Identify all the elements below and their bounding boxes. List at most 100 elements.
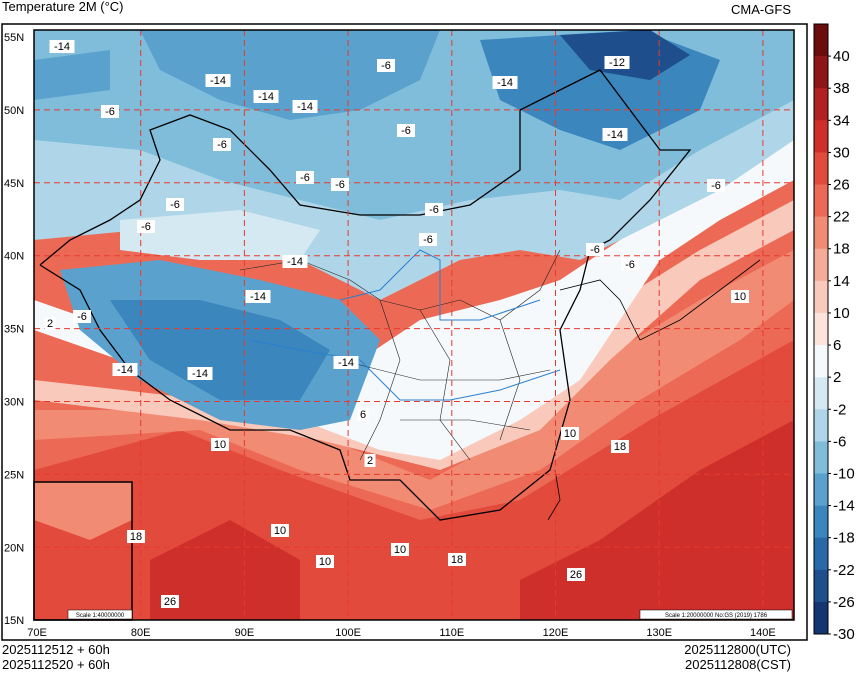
lon-label: 120E (543, 627, 569, 639)
colorbar-label: -2 (833, 401, 846, 418)
lon-label: 130E (646, 627, 672, 639)
lat-label: 55N (4, 32, 24, 44)
lon-label: 90E (235, 627, 255, 639)
lat-label: 25N (4, 469, 24, 481)
lon-label: 100E (335, 627, 361, 639)
svg-text:-6: -6 (381, 60, 391, 72)
svg-text:-14: -14 (287, 256, 303, 268)
latitude-labels: 55N 50N 45N 40N 35N 30N 25N 20N 15N (4, 32, 24, 627)
svg-text:10: 10 (214, 439, 226, 451)
valid-time-cst: 2025112808(CST) (685, 657, 791, 672)
contour-label: -14 (245, 290, 271, 303)
colorbar-label: 40 (833, 48, 850, 65)
contour-label: 2 (364, 454, 376, 467)
svg-text:10: 10 (564, 428, 576, 440)
longitude-labels: 70E 80E 90E 100E 110E 120E 130E 140E (27, 627, 776, 639)
svg-text:-14: -14 (607, 129, 623, 141)
contour-label: -14 (333, 356, 359, 369)
colorbar-label: 34 (833, 112, 850, 129)
lon-label: 110E (439, 627, 464, 639)
svg-text:-6: -6 (429, 204, 439, 216)
contour-label: -6 (101, 105, 119, 118)
svg-text:26: 26 (570, 569, 582, 581)
contour-labels: -14 -14 -14 -14 -6 -14 -12 -6 -6 -6 -14 -6 -6 -6 -6 -6 -… (44, 40, 749, 608)
contour-label: -6 (166, 198, 184, 211)
svg-text:6: 6 (360, 409, 366, 421)
svg-text:-14: -14 (192, 368, 208, 380)
inset-scale-box: Scale 1:40000000 (67, 609, 133, 620)
svg-text:18: 18 (451, 554, 463, 566)
colorbar-cell (814, 88, 828, 121)
colorbar-cell (814, 345, 828, 378)
svg-text:-6: -6 (141, 221, 151, 233)
contour-label: -14 (492, 76, 518, 89)
init-time-cst: 2025112520 + 60h (2, 657, 110, 672)
main-scale-text: Scale 1:20000000 No:GS (2019) 1786 (665, 613, 768, 619)
svg-text:-14: -14 (117, 364, 133, 376)
colorbar-label: 22 (833, 209, 850, 226)
contour-label: -14 (205, 74, 231, 87)
lat-label: 20N (4, 542, 24, 554)
contour-label: 10 (391, 543, 409, 556)
south-china-sea-inset (33, 481, 133, 621)
lat-label: 35N (4, 324, 24, 336)
contour-label: 26 (567, 568, 585, 581)
colorbar-label: 26 (833, 177, 850, 194)
svg-text:-6: -6 (711, 180, 721, 192)
outer-frame (1, 23, 808, 641)
colorbar-label: -26 (833, 594, 855, 611)
chart-title: Temperature 2M (°C) (2, 0, 124, 14)
rivers (249, 249, 561, 401)
contour-label: 10 (561, 427, 579, 440)
svg-text:10: 10 (274, 525, 286, 537)
svg-text:-6: -6 (217, 139, 227, 151)
contour-label: 18 (127, 530, 145, 543)
contour-label: -6 (296, 171, 314, 184)
contour-label: -6 (397, 124, 415, 137)
contour-label: 6 (357, 408, 369, 421)
svg-text:-6: -6 (423, 234, 433, 246)
graticule (34, 30, 794, 620)
lat-label: 50N (4, 105, 24, 117)
contour-label: -6 (586, 243, 604, 256)
colorbar-label: 38 (833, 80, 850, 97)
colorbar-cell (814, 280, 828, 314)
contour-label: 10 (211, 438, 229, 451)
colorbar-cell (814, 120, 828, 153)
svg-text:2: 2 (47, 318, 53, 330)
svg-text:-6: -6 (105, 106, 115, 118)
colorbar-label: 10 (833, 305, 850, 322)
lon-label: 70E (27, 627, 47, 639)
colorbar-cell (814, 377, 828, 410)
svg-text:-14: -14 (250, 291, 266, 303)
colorbar-frame (813, 23, 829, 635)
lon-label: 140E (750, 627, 776, 639)
svg-text:10: 10 (734, 291, 746, 303)
svg-text:26: 26 (164, 596, 176, 608)
svg-text:-14: -14 (297, 101, 313, 113)
colorbar-cell (814, 56, 828, 89)
contour-label: -6 (137, 220, 155, 233)
svg-text:-6: -6 (77, 311, 87, 323)
lat-label: 30N (4, 397, 24, 409)
svg-text:10: 10 (319, 556, 331, 568)
colorbar-label: -10 (833, 465, 855, 482)
colorbar-label: -6 (833, 433, 846, 450)
contour-label: 18 (448, 553, 466, 566)
svg-text:18: 18 (130, 531, 142, 543)
contour-label: 10 (316, 555, 334, 568)
svg-text:-14: -14 (54, 41, 70, 53)
colorbar-cell (814, 312, 828, 346)
contour-label: -6 (707, 179, 725, 192)
contour-label: 18 (611, 440, 629, 453)
svg-text:-6: -6 (590, 244, 600, 256)
svg-text:10: 10 (394, 544, 406, 556)
colorbar-label: -30 (833, 626, 855, 643)
valid-time-utc: 2025112800(UTC) (684, 642, 791, 657)
contour-label: -14 (292, 100, 318, 113)
svg-text:2: 2 (367, 455, 373, 467)
contour-label: 10 (271, 524, 289, 537)
svg-text:-12: -12 (609, 57, 625, 69)
contour-label: 10 (731, 290, 749, 303)
contour-label: -6 (73, 310, 91, 323)
